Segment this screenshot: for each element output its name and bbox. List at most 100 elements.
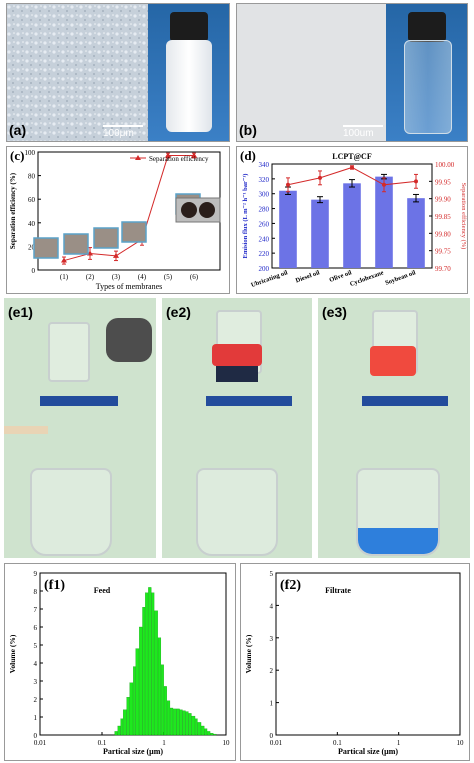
y-tick-label: 8: [34, 588, 38, 596]
y-tick-label: 6: [34, 624, 38, 632]
y-tick-label: 2: [34, 696, 38, 704]
panel-label: (f1): [44, 578, 65, 593]
panel-e2: (e2): [162, 298, 312, 558]
y2-tick-label: 99.70: [435, 265, 451, 273]
y-tick-label: 9: [34, 570, 38, 578]
y2-axis-label: Separation efficiency (%): [460, 183, 467, 250]
histogram-bar: [117, 725, 121, 736]
vial-body: [166, 40, 212, 132]
efficiency-point: [286, 182, 290, 187]
y-tick-label: 300: [259, 191, 270, 199]
efficiency-point: [414, 179, 418, 184]
red-oil-layer: [370, 346, 416, 376]
histogram-bar: [145, 592, 149, 736]
panel-e3: (e3): [318, 298, 470, 558]
tube: [4, 426, 48, 434]
histogram-bar: [114, 731, 118, 736]
y-tick-label: 240: [259, 235, 270, 243]
vial-body: [404, 40, 452, 134]
panel-label-e2: (e2): [166, 304, 191, 320]
histogram-bar: [195, 718, 198, 736]
flask: [196, 468, 278, 556]
efficiency-point: [318, 175, 322, 180]
efficiency-point: [350, 165, 354, 170]
y-tick-label: 0: [270, 732, 274, 740]
histogram-bar: [148, 587, 152, 736]
x-tick-label: 10: [223, 739, 231, 747]
x-tick-label: 1: [397, 739, 401, 747]
histogram-bar: [207, 731, 211, 736]
y-tick-label: 4: [34, 660, 38, 668]
flux-bar: [407, 198, 425, 268]
y-tick-label: 100: [25, 149, 36, 157]
panel-label-b: (b): [239, 122, 257, 138]
panel-label-a: (a): [9, 122, 27, 138]
membrane-thumbnail: [63, 233, 89, 255]
histogram-bar: [179, 709, 183, 736]
histogram-bar: [173, 708, 177, 736]
histogram-bar: [151, 592, 155, 736]
clamp: [206, 396, 292, 406]
y2-tick-label: 99.95: [435, 178, 451, 186]
dark-membrane: [216, 366, 258, 382]
y-tick-label: 3: [270, 635, 274, 643]
y2-tick-label: 99.80: [435, 230, 451, 238]
histogram-bar: [126, 697, 130, 736]
clamp: [362, 396, 448, 406]
y-axis-label: Emision flux (L m⁻² h⁻¹ bar⁻¹): [242, 174, 249, 259]
micrograph-texture: [7, 4, 148, 141]
y-tick-label: 0: [34, 732, 38, 740]
chart-f2: 0 1 2 3 4 5 0.01 0.1 1 10 Partical size (μm) Volume…: [240, 563, 470, 761]
y-tick-label: 7: [34, 606, 38, 614]
y-axis-label: Volume (%): [244, 634, 253, 673]
x-tick-label: (3): [112, 273, 121, 281]
data-point: [61, 257, 67, 263]
x-tick-label: 10: [457, 739, 465, 747]
flux-bar: [279, 190, 297, 268]
y-tick-label: 200: [259, 265, 270, 273]
y-tick-label: 220: [259, 250, 270, 258]
y-tick-label: 20: [28, 243, 36, 251]
membrane-disc: [199, 202, 215, 218]
histogram-bar: [188, 713, 192, 736]
efficiency-point: [382, 182, 386, 187]
histogram-bar: [213, 733, 217, 736]
panel-label-c: (c): [10, 148, 24, 163]
y-tick-label: 4: [270, 602, 274, 610]
histogram-bar: [210, 733, 214, 736]
vial-cap: [408, 12, 446, 42]
histogram-bar: [142, 607, 146, 736]
x-tick-label: 0.01: [34, 739, 47, 747]
x-axis-label: Partical size (μm): [103, 747, 163, 756]
y-tick-label: 80: [28, 173, 36, 181]
scale-bar-b: 100um: [343, 125, 383, 139]
histogram-bar: [182, 710, 186, 736]
vial-cap: [170, 12, 208, 42]
blue-water-filtrate: [358, 528, 438, 554]
x-tick-label: 0.1: [98, 739, 107, 747]
x-tick-label: (4): [138, 273, 147, 281]
vial-photo-milky: [148, 4, 229, 141]
flux-bar: [311, 199, 329, 268]
chart-title: Filtrate: [325, 586, 351, 595]
x-tick-label: (2): [86, 273, 95, 281]
y-tick-label: 5: [34, 642, 38, 650]
x-tick-label: (1): [60, 273, 69, 281]
chart-title: Feed: [94, 586, 111, 595]
vial-photo-clear: [386, 4, 467, 141]
y-axis-label: Separation efficiency (%): [9, 172, 17, 249]
histogram-bar: [201, 725, 205, 736]
histogram-bar: [176, 708, 180, 736]
histogram-bar: [154, 610, 158, 736]
legend-marker: [135, 155, 141, 160]
panel-e1: (e1): [4, 298, 156, 558]
micrograph-emulsion: 100μm: [7, 4, 148, 141]
histogram-bar: [197, 722, 202, 736]
flask: [356, 468, 440, 556]
scale-bar-a: 100μm: [103, 125, 143, 139]
flask: [30, 468, 112, 556]
funnel: [48, 322, 90, 382]
y-tick-label: 3: [34, 678, 38, 686]
membrane-thumbnail: [33, 237, 59, 259]
y2-tick-label: 99.75: [435, 248, 451, 256]
